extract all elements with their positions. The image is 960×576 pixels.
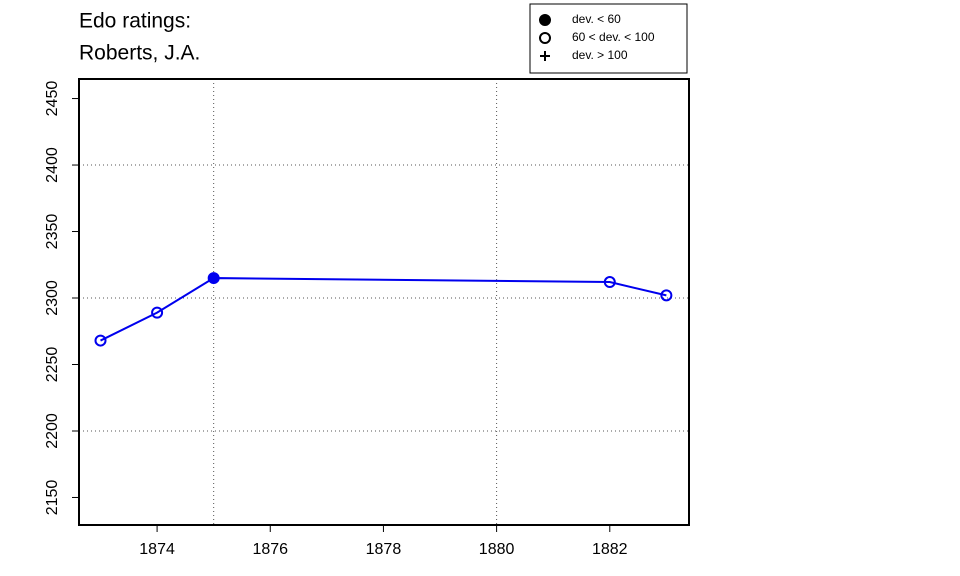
legend-label: dev. < 60 [572, 12, 621, 26]
chart-title: Roberts, J.A. [79, 42, 200, 65]
chart-title: Edo ratings: [79, 10, 191, 33]
legend-label: dev. > 100 [572, 48, 628, 62]
y-tick-label: 2300 [44, 280, 61, 316]
y-tick-label: 2150 [44, 480, 61, 516]
plot-frame [78, 78, 690, 526]
marker [540, 51, 550, 61]
point [151, 306, 164, 319]
y-tick-label: 2200 [44, 413, 61, 449]
x-tick-label: 1880 [479, 541, 515, 558]
point [539, 14, 551, 26]
x-tick-label: 1876 [252, 541, 288, 558]
point [94, 334, 107, 347]
y-tick-label: 2350 [44, 214, 61, 250]
marker-shape [540, 51, 550, 61]
y-tick-label: 2400 [44, 147, 61, 183]
legend-box [529, 3, 688, 74]
point [539, 32, 551, 44]
point [660, 289, 673, 302]
legend: dev. < 60 60 < dev. < 100 dev. > 100 [529, 3, 688, 74]
y-tick-label: 2250 [44, 347, 61, 383]
y-tick-label: 2450 [44, 81, 61, 117]
legend-label: 60 < dev. < 100 [572, 30, 655, 44]
line [100, 277, 667, 342]
point [603, 276, 616, 289]
x-tick-label: 1874 [139, 541, 175, 558]
x-tick-label: 1882 [592, 541, 628, 558]
x-tick-label: 1878 [366, 541, 402, 558]
point [207, 272, 220, 285]
